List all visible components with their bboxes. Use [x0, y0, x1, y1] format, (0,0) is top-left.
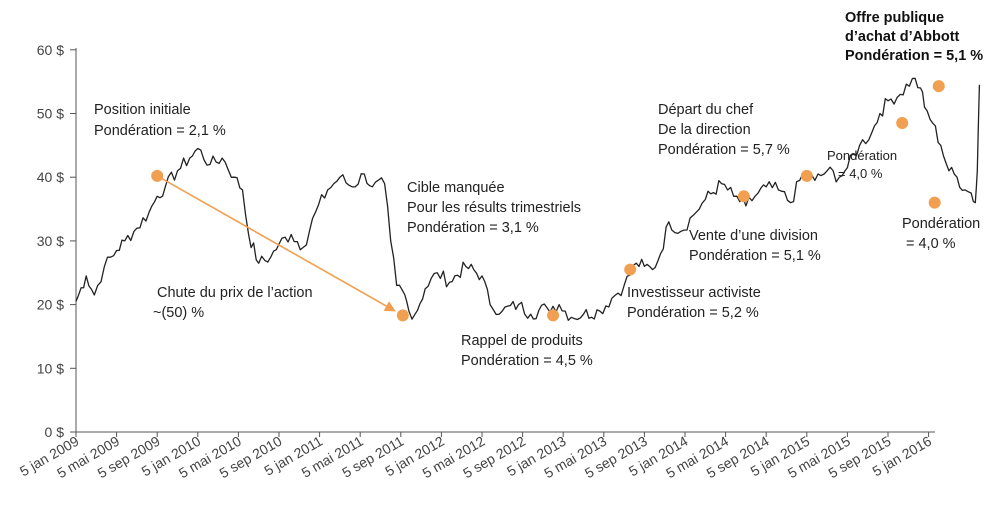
event-marker	[800, 169, 813, 182]
y-tick-label: 0 $	[45, 424, 65, 440]
y-tick-label: 40 $	[37, 169, 64, 185]
price-line	[75, 77, 981, 321]
event-marker	[928, 196, 941, 209]
y-tick-label: 60 $	[37, 42, 64, 58]
event-marker	[151, 169, 164, 182]
y-tick-label: 30 $	[37, 233, 64, 249]
annotation-price-drop: Chute du prix de l’action ~(50) %	[153, 285, 317, 321]
annotation-ceo-departure: Départ du chef De la direction Pondérati…	[658, 102, 790, 158]
event-marker	[547, 309, 560, 322]
annotation-weight-2015: Pondération = 4,0 %	[827, 148, 901, 181]
annotation-weight-2016: Pondération = 4,0 %	[902, 216, 984, 252]
event-annotations: Position initiale Pondération = 2,1 % Ch…	[94, 10, 984, 369]
event-marker	[932, 80, 945, 93]
annotation-missed-target: Cible manquée Pour les résults trimestri…	[407, 180, 585, 236]
annotation-activist-investor: Investisseur activiste Pondération = 5,2…	[627, 285, 765, 321]
arrow-shaft	[156, 175, 390, 309]
y-tick-label: 20 $	[37, 297, 64, 313]
event-marker	[396, 309, 409, 322]
event-marker	[624, 263, 637, 276]
annotation-initial-position: Position initiale Pondération = 2,1 %	[94, 102, 226, 139]
annotation-product-recall: Rappel de produits Pondération = 4,5 %	[461, 333, 593, 369]
decline-arrow	[156, 175, 396, 312]
y-ticks: 0 $ 10 $ 20 $ 30 $ 40 $ 50 $ 60 $	[37, 42, 76, 440]
annotation-abbott-offer: Offre publique d’achat d’Abbott Pondérat…	[845, 10, 983, 64]
y-tick-label: 10 $	[37, 360, 64, 376]
event-marker	[737, 190, 750, 203]
annotation-division-sale: Vente d’une division Pondération = 5,1 %	[689, 228, 822, 264]
event-marker	[896, 117, 909, 130]
y-tick-label: 50 $	[37, 106, 64, 122]
price-series	[75, 77, 981, 321]
event-markers	[151, 80, 945, 322]
arrow-head	[383, 301, 396, 312]
